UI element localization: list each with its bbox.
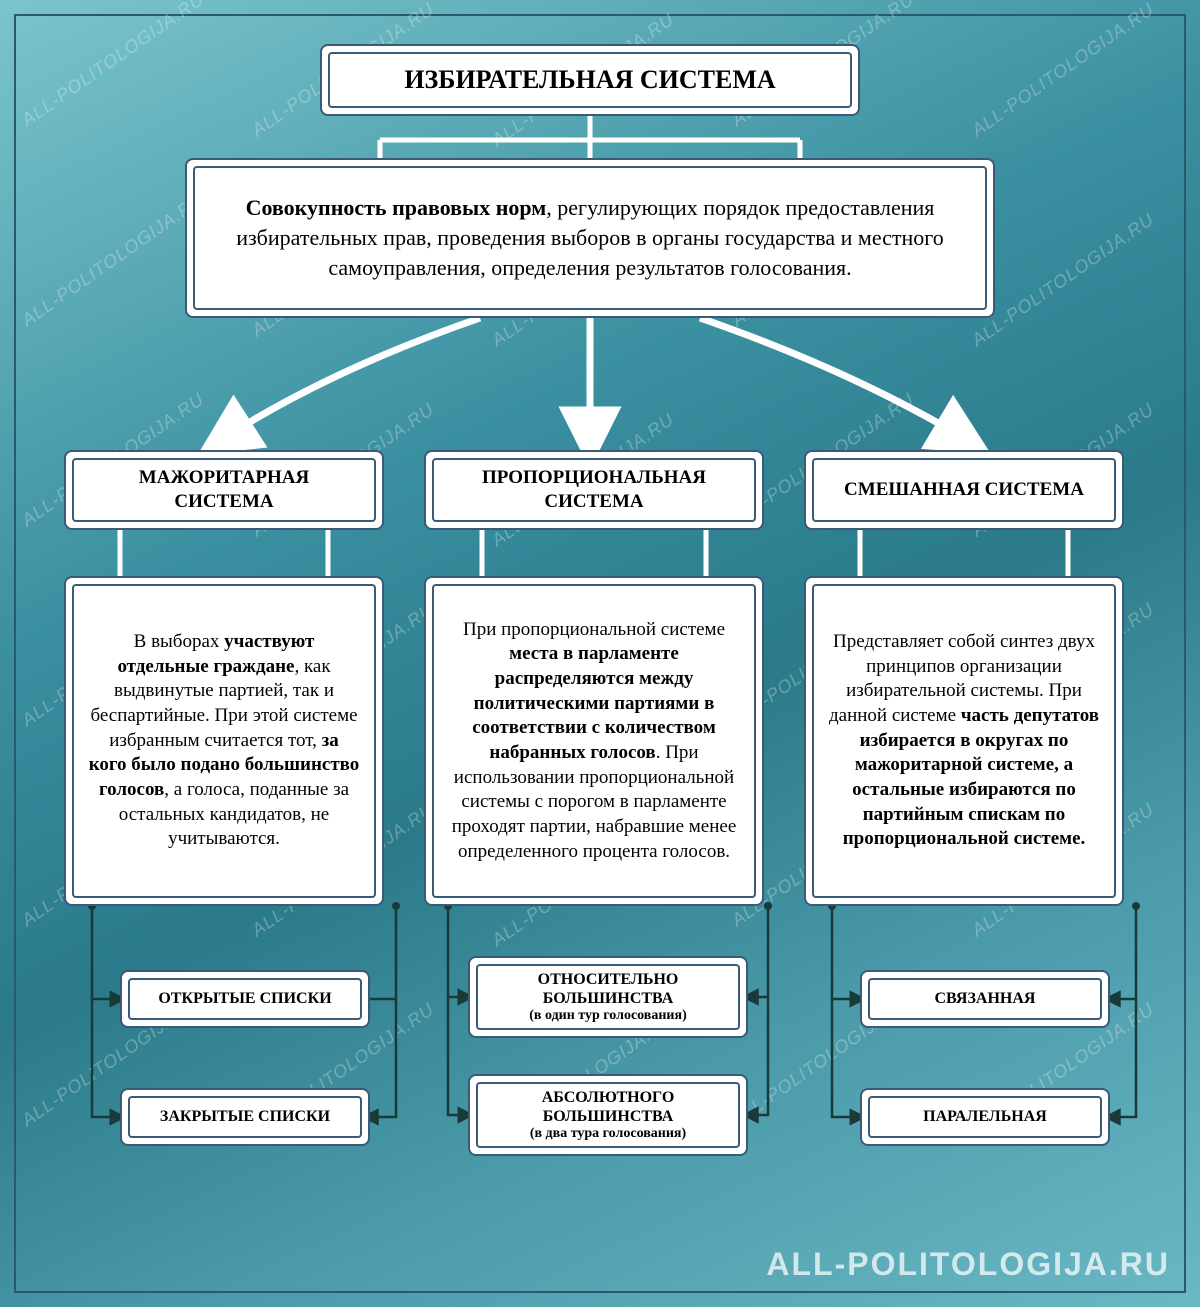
col2-body-box: Представляет собой синтез двух принципов… (804, 576, 1124, 906)
diagram-canvas: ALL-POLITOLOGIJA.RUALL-POLITOLOGIJA.RUAL… (0, 0, 1200, 1307)
col1-title-box: ПРОПОРЦИОНАЛЬНАЯ СИСТЕМА (424, 450, 764, 530)
col2-body: Представляет собой синтез двух принципов… (828, 630, 1100, 852)
col0-body: В выборах участвуют отдельные граждане, … (88, 630, 360, 852)
footer-watermark: ALL-POLITOLOGIJA.RU (766, 1246, 1170, 1283)
col1-sub1: АБСОЛЮТНОГО БОЛЬШИНСТВА (492, 1088, 724, 1126)
col1-body-box: При пропорциональной системе места в пар… (424, 576, 764, 906)
col0-sub1-box: ЗАКРЫТЫЕ СПИСКИ (120, 1088, 370, 1146)
col1-sub0-box: ОТНОСИТЕЛЬНО БОЛЬШИНСТВА(в один тур голо… (468, 956, 748, 1038)
col0-sub1: ЗАКРЫТЫЕ СПИСКИ (160, 1107, 330, 1126)
definition-text: Совокупность правовых норм, регулирующих… (209, 193, 971, 282)
col2-sub1-box: ПАРАЛЕЛЬНАЯ (860, 1088, 1110, 1146)
col1-body: При пропорциональной системе места в пар… (448, 618, 740, 865)
col1-sub1-box: АБСОЛЮТНОГО БОЛЬШИНСТВА(в два тура голос… (468, 1074, 748, 1156)
title-box: ИЗБИРАТЕЛЬНАЯ СИСТЕМА (320, 44, 860, 116)
col0-sub0-box: ОТКРЫТЫЕ СПИСКИ (120, 970, 370, 1028)
title-text: ИЗБИРАТЕЛЬНАЯ СИСТЕМА (404, 65, 775, 95)
col1-sub1-note: (в два тура голосования) (492, 1126, 724, 1142)
col0-title-box: МАЖОРИТАРНАЯ СИСТЕМА (64, 450, 384, 530)
col2-sub0: СВЯЗАННАЯ (935, 989, 1036, 1008)
col0-body-box: В выборах участвуют отдельные граждане, … (64, 576, 384, 906)
col0-title: МАЖОРИТАРНАЯ СИСТЕМА (88, 466, 360, 514)
col0-sub0: ОТКРЫТЫЕ СПИСКИ (158, 989, 331, 1008)
definition-bold: Совокупность правовых норм (246, 195, 547, 220)
col1-sub0: ОТНОСИТЕЛЬНО БОЛЬШИНСТВА (492, 970, 724, 1008)
col2-sub1: ПАРАЛЕЛЬНАЯ (923, 1107, 1047, 1126)
col2-title-box: СМЕШАННАЯ СИСТЕМА (804, 450, 1124, 530)
col1-title: ПРОПОРЦИОНАЛЬНАЯ СИСТЕМА (448, 466, 740, 514)
definition-box: Совокупность правовых норм, регулирующих… (185, 158, 995, 318)
col1-sub0-note: (в один тур голосования) (492, 1008, 724, 1024)
col2-title: СМЕШАННАЯ СИСТЕМА (844, 478, 1084, 502)
col2-sub0-box: СВЯЗАННАЯ (860, 970, 1110, 1028)
